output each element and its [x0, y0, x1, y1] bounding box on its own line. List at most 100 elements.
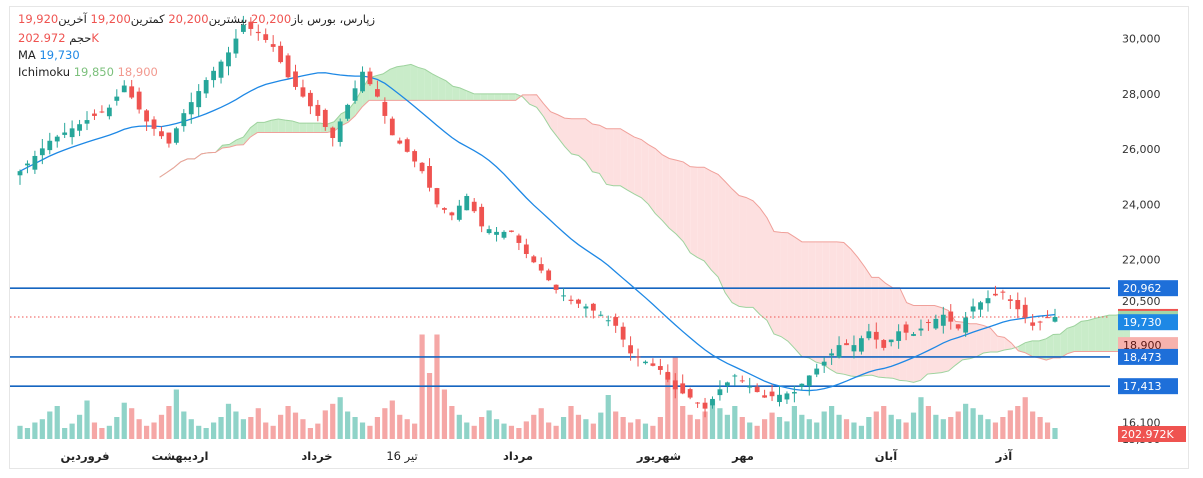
candle-body [129, 86, 135, 98]
candle-body [77, 124, 82, 131]
candle-body [136, 91, 142, 110]
volume-bar [337, 397, 343, 439]
candle-body [948, 311, 954, 322]
candle-body [613, 317, 619, 326]
candle [844, 339, 849, 346]
candle [918, 319, 924, 336]
cloud-segment [557, 114, 565, 147]
candle-body [106, 107, 112, 117]
candle [173, 126, 179, 145]
volume-bar [531, 414, 537, 439]
candle-body [360, 71, 365, 92]
cloud-segment [438, 77, 446, 101]
candle [717, 380, 723, 401]
candle-body [62, 132, 68, 135]
candle [769, 384, 775, 402]
volume-bar [709, 400, 716, 439]
high-value: 20,200 [168, 12, 209, 26]
volume-bar [1030, 411, 1036, 439]
candle-body [367, 71, 373, 85]
candle-body [657, 366, 663, 370]
candle [568, 295, 574, 305]
candle-body [970, 306, 976, 312]
volume-bar [1037, 417, 1043, 439]
candle [121, 80, 127, 93]
volume-bar [970, 408, 976, 439]
chart-frame: 30,000 28,000 26,000 24,000 22,000 20,500 16,1… [9, 6, 1189, 469]
y-tick-label: 28,000 [1122, 88, 1161, 101]
cloud-segment [725, 181, 733, 303]
cloud-segment [1109, 315, 1117, 352]
x-axis-label: مهر [731, 449, 754, 463]
candle-body [710, 398, 715, 406]
candle-body [270, 44, 276, 47]
legend-ma-row: MA 19,730 [18, 48, 80, 62]
volume-bar [836, 414, 842, 439]
candle-body [337, 121, 343, 142]
candle [25, 160, 30, 174]
volume-bar [389, 400, 395, 439]
cloud-segment [697, 167, 705, 261]
moving-average-line [19, 72, 1056, 392]
candle-body [509, 230, 514, 232]
volume-bar [91, 422, 98, 439]
price-chart[interactable]: 30,00028,00026,00024,00022,00020,50016,1… [10, 7, 1190, 470]
candle [39, 138, 45, 165]
ichimoku-label: Ichimoku [18, 65, 71, 79]
candle-body [762, 395, 768, 398]
candle-body [561, 295, 566, 297]
candle [367, 67, 373, 86]
volume-bar [17, 425, 23, 439]
volume-bar [307, 428, 313, 439]
candle [77, 119, 82, 137]
candle [509, 230, 514, 233]
candle-body [226, 52, 231, 67]
cloud-segment [445, 80, 453, 101]
candles [17, 15, 1058, 418]
candle-body [144, 110, 149, 122]
candle [903, 321, 909, 341]
volume-bar [665, 373, 671, 439]
volume-bar [374, 417, 381, 439]
x-axis-label: آذر [995, 449, 1014, 463]
candle [821, 357, 827, 373]
price-tag-level: 20,962 [1118, 280, 1178, 297]
candle [1037, 320, 1043, 331]
cloud-segment [969, 323, 977, 359]
cloud-segment [1004, 337, 1012, 351]
candle-body [1037, 321, 1043, 323]
volume-bar [426, 373, 433, 439]
candle-body [159, 131, 164, 137]
candle-body [255, 31, 261, 34]
candle-body [620, 326, 626, 340]
candle [948, 304, 954, 330]
volume-bar [873, 411, 879, 439]
volume-value: 202.972K [18, 31, 99, 45]
last-label: آخرین [58, 12, 87, 26]
candle-body [806, 375, 812, 386]
cloud-segment [808, 241, 816, 363]
candle-body [494, 231, 499, 235]
volume-bar [903, 422, 909, 439]
candle [464, 193, 470, 211]
cloud-segment [948, 310, 956, 371]
candle-body [814, 368, 820, 375]
candle [605, 315, 611, 327]
cloud-segment [396, 65, 404, 101]
volume-bar [762, 419, 768, 439]
high-label: بیشترین [208, 12, 248, 26]
candle-body [196, 91, 202, 108]
volume-bar [285, 406, 291, 439]
candle [1030, 314, 1036, 331]
y-tick-label: 20,500 [1122, 295, 1161, 308]
candle [762, 389, 768, 398]
candle-body [680, 383, 686, 394]
volume-bar [69, 423, 75, 439]
candle [546, 268, 552, 282]
candle [99, 105, 105, 114]
candle [784, 391, 790, 404]
candle [814, 363, 820, 378]
candle [851, 335, 857, 359]
volume-bar [881, 406, 887, 439]
candle [307, 90, 313, 115]
